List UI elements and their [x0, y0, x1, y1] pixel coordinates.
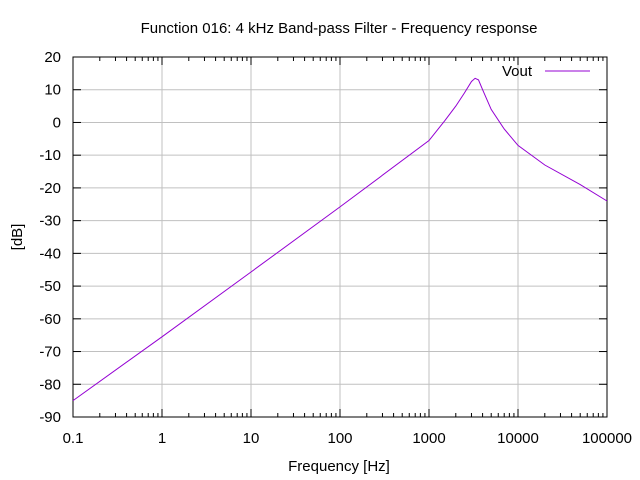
grid — [73, 57, 607, 417]
x-tick-label: 1 — [158, 430, 166, 447]
y-tick-label: -30 — [39, 213, 61, 230]
series-line-vout — [72, 77, 608, 402]
y-tick-label: 10 — [44, 82, 61, 99]
legend-label-vout: Vout — [502, 63, 533, 80]
y-tick-label: -80 — [39, 376, 61, 393]
y-axis-title: [dB] — [9, 224, 26, 251]
y-tick-labels: 20 10 0 -10 -20 -30 -40 -50 -60 -70 -80 -90 — [39, 49, 61, 426]
y-tick-label: -50 — [39, 278, 61, 295]
y-tick-label: -90 — [39, 409, 61, 426]
y-tick-label: -60 — [39, 311, 61, 328]
series-group — [72, 77, 608, 402]
x-axis-title: Frequency [Hz] — [288, 458, 390, 475]
x-tick-label: 100000 — [582, 430, 632, 447]
x-tick-label: 100 — [327, 430, 352, 447]
x-tick-label: 1000 — [412, 430, 445, 447]
y-tick-label: 20 — [44, 49, 61, 66]
x-tick-labels: 0.1 1 10 100 1000 10000 100000 — [63, 430, 632, 447]
x-tick-label: 0.1 — [63, 430, 84, 447]
y-tick-label: -40 — [39, 245, 61, 262]
legend: Vout — [502, 63, 590, 80]
chart-title: Function 016: 4 kHz Band-pass Filter - F… — [141, 20, 538, 37]
y-tick-label: 0 — [53, 114, 61, 131]
y-tick-label: -70 — [39, 344, 61, 361]
y-tick-label: -10 — [39, 147, 61, 164]
plot-frame — [72, 56, 608, 418]
y-tick-label: -20 — [39, 180, 61, 197]
x-tick-label: 10000 — [497, 430, 539, 447]
x-tick-label: 10 — [243, 430, 260, 447]
